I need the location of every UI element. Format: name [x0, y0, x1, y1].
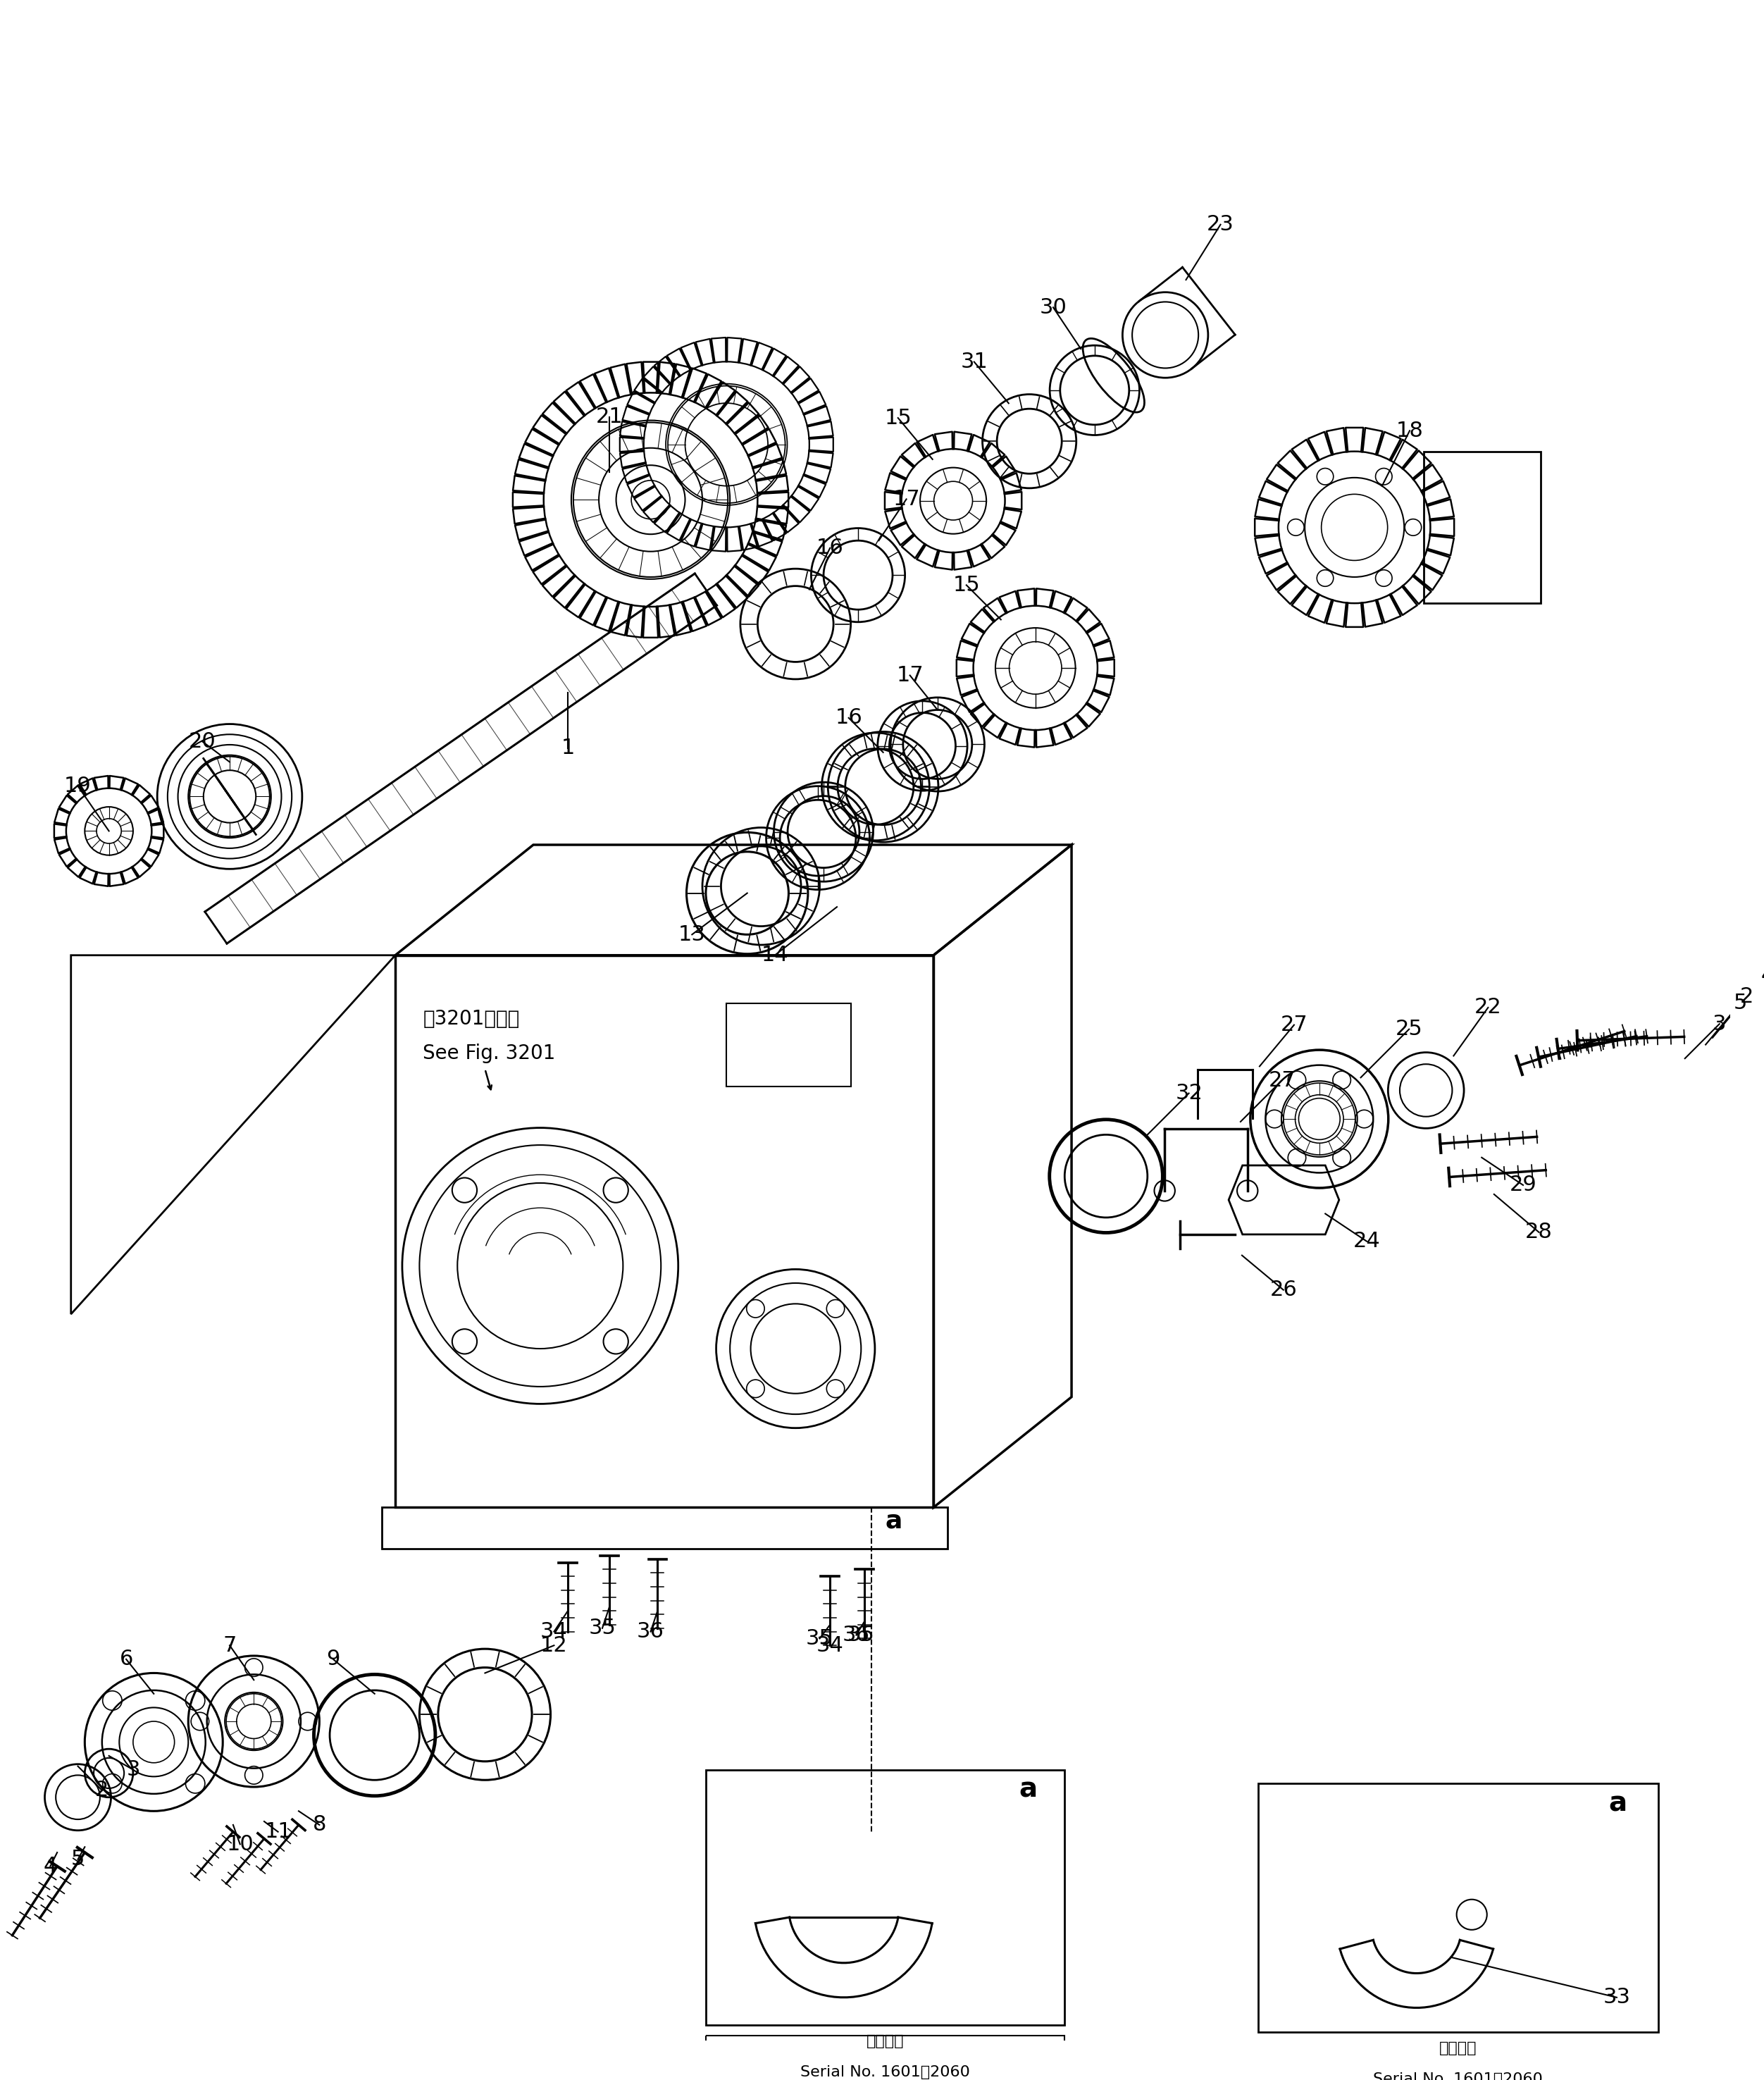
Text: 16: 16 [834, 707, 863, 728]
Text: 22: 22 [1475, 996, 1501, 1017]
Text: 28: 28 [1526, 1223, 1552, 1242]
Text: 9: 9 [326, 1649, 340, 1670]
Text: 21: 21 [596, 408, 623, 426]
Text: Serial No. 1601－2060: Serial No. 1601－2060 [801, 2065, 970, 2080]
Text: 15: 15 [953, 574, 981, 595]
Text: 4: 4 [1760, 965, 1764, 986]
Text: 5: 5 [1734, 992, 1746, 1013]
Text: 27: 27 [1268, 1069, 1295, 1090]
Text: 26: 26 [1270, 1279, 1297, 1300]
Text: 適用号機: 適用号機 [866, 2034, 905, 2049]
Text: 5: 5 [71, 1849, 85, 1870]
Text: See Fig. 3201: See Fig. 3201 [423, 1044, 556, 1063]
Text: 34: 34 [817, 1635, 843, 1656]
Text: 2: 2 [1741, 986, 1753, 1007]
Text: 32: 32 [1175, 1084, 1203, 1104]
Text: 17: 17 [893, 489, 921, 510]
Text: 3: 3 [127, 1760, 139, 1780]
Text: 18: 18 [1395, 420, 1424, 441]
Text: 11: 11 [265, 1822, 291, 1843]
Text: 8: 8 [312, 1814, 326, 1835]
Text: 3: 3 [1713, 1013, 1727, 1034]
Text: 29: 29 [1510, 1175, 1536, 1196]
Bar [1258, 2043, 1658, 2080]
Text: 第3201図参照: 第3201図参照 [423, 1009, 520, 1028]
Text: 15: 15 [884, 408, 912, 428]
Text: 30: 30 [1039, 297, 1067, 318]
Text: 14: 14 [762, 944, 789, 965]
Text: 12: 12 [540, 1635, 568, 1656]
Text: 6: 6 [120, 1649, 132, 1670]
Text: 36: 36 [637, 1622, 665, 1641]
Text: 20: 20 [189, 730, 215, 751]
Text: 19: 19 [64, 776, 92, 797]
Bar [1258, 1783, 1658, 2032]
Text: 36: 36 [843, 1624, 870, 1645]
Text: 17: 17 [896, 666, 924, 686]
Text: 35: 35 [847, 1624, 875, 1645]
Text: 23: 23 [1207, 214, 1235, 235]
Text: 35: 35 [806, 1629, 833, 1649]
Text: 7: 7 [222, 1635, 236, 1656]
Text: 33: 33 [1603, 1986, 1630, 2007]
Bar [706, 2036, 1065, 2080]
Text: 27: 27 [1281, 1015, 1307, 1036]
Text: 25: 25 [1395, 1019, 1424, 1040]
Text: a: a [1609, 1791, 1626, 1816]
Bar [706, 1770, 1065, 2026]
Text: 適用号機: 適用号機 [1439, 2040, 1476, 2055]
Text: Serial No. 1601－2060: Serial No. 1601－2060 [1372, 2072, 1544, 2080]
Text: a: a [1018, 1776, 1037, 1803]
Text: 4: 4 [44, 1855, 56, 1876]
Text: a: a [886, 1510, 903, 1533]
Text: 34: 34 [540, 1622, 568, 1641]
Text: 24: 24 [1353, 1231, 1381, 1252]
Text: 1: 1 [561, 738, 575, 759]
Text: 10: 10 [226, 1835, 254, 1855]
Text: 13: 13 [679, 924, 706, 944]
Bar [727, 1003, 850, 1086]
Text: 16: 16 [817, 539, 843, 557]
Text: 35: 35 [589, 1618, 616, 1639]
Text: 31: 31 [960, 352, 988, 372]
Text: 2: 2 [95, 1780, 109, 1801]
